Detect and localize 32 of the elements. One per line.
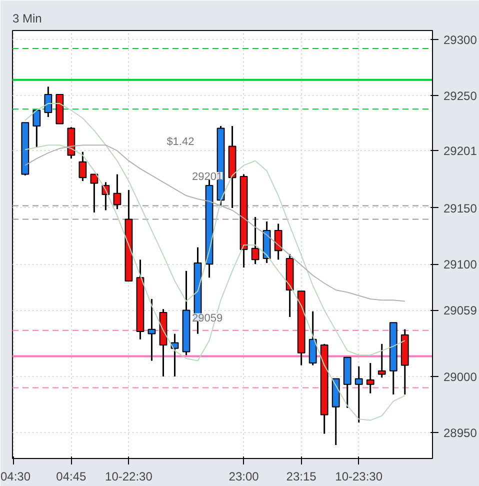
- candlestick: [113, 174, 122, 210]
- y-tick-label: 29150: [444, 201, 478, 216]
- candlestick: [78, 151, 87, 182]
- candlestick: [378, 343, 386, 378]
- x-tick-label: 04:45: [56, 470, 87, 484]
- y-tick-label: 29250: [444, 89, 478, 104]
- candlestick: [148, 298, 156, 362]
- chart-title: 3 Min: [12, 12, 42, 26]
- line-series: [24, 144, 406, 421]
- y-tick-label: 28950: [444, 426, 478, 440]
- candlestick: [90, 174, 98, 214]
- candlestick: [366, 362, 374, 394]
- annotation: 29059: [192, 312, 223, 324]
- y-tick-label: 29300: [444, 32, 478, 47]
- x-tick-label: 10-23:30: [335, 470, 383, 484]
- candlestick: [251, 216, 260, 265]
- x-tick-label: 04:30: [0, 470, 31, 484]
- x-tick-label: 23:00: [228, 470, 260, 484]
- x-tick-label: 10-22:30: [105, 470, 153, 484]
- candlestick: [44, 86, 52, 118]
- candlestick: [274, 222, 282, 260]
- candlestick: [308, 310, 317, 366]
- candlestick: [32, 110, 41, 148]
- candlestick: [354, 366, 363, 424]
- y-tick-label: 29059: [444, 304, 478, 318]
- annotation: 29201: [192, 171, 223, 184]
- y-tick-label: 29100: [444, 258, 478, 272]
- y-tick-label: 29201: [444, 144, 478, 158]
- annotation: $1.42: [166, 136, 194, 148]
- line-series: [24, 144, 406, 302]
- y-tick-label: 29000: [444, 370, 478, 384]
- x-tick-label: 23:15: [286, 470, 317, 484]
